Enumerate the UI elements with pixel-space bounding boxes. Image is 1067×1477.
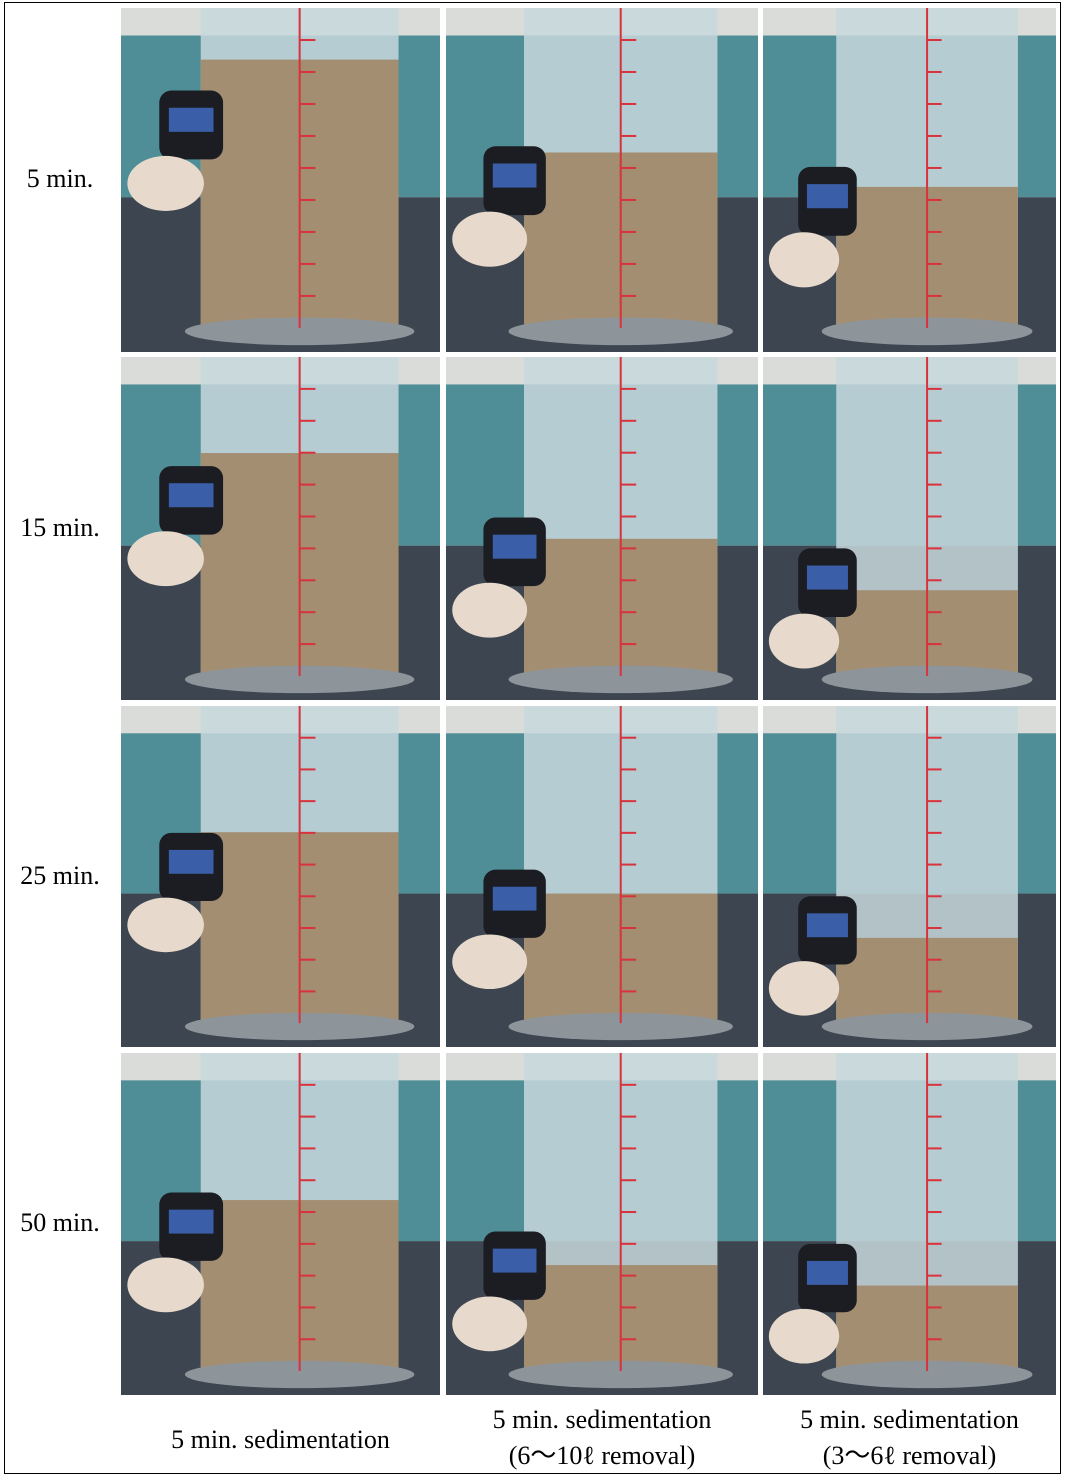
- stopwatch-screen: [807, 566, 848, 590]
- stopwatch-screen: [169, 850, 214, 874]
- stopwatch-screen: [169, 483, 214, 507]
- row-label: 50 min.: [0, 1208, 120, 1238]
- column-label-line: (6～10ℓ removal): [446, 1438, 758, 1474]
- photo: [763, 8, 1056, 352]
- column-label-line: (3～6ℓ removal): [763, 1438, 1056, 1474]
- stopwatch-screen: [493, 535, 537, 559]
- hand: [452, 934, 527, 989]
- column-label-line: 5 min. sedimentation: [446, 1402, 758, 1438]
- hand: [769, 614, 839, 669]
- stopwatch-screen: [807, 1261, 848, 1285]
- hand: [127, 531, 204, 586]
- row-label: 25 min.: [0, 861, 120, 891]
- hand: [452, 1297, 527, 1352]
- hand: [769, 232, 839, 287]
- photo: [446, 8, 758, 352]
- photo: [121, 1053, 440, 1395]
- hand: [452, 212, 527, 267]
- photo: [763, 1053, 1056, 1395]
- row-label: 5 min.: [0, 164, 120, 194]
- column-label-line: 5 min. sedimentation: [763, 1402, 1056, 1438]
- hand: [452, 583, 527, 638]
- stopwatch-screen: [493, 1249, 537, 1273]
- photo: [446, 1053, 758, 1395]
- photo: [121, 706, 440, 1047]
- stopwatch-screen: [493, 163, 537, 187]
- stopwatch-screen: [169, 108, 214, 132]
- photo: [763, 706, 1056, 1047]
- column-label: 5 min. sedimentation(3～6ℓ removal): [763, 1402, 1056, 1474]
- photo: [763, 357, 1056, 700]
- hand: [127, 156, 204, 211]
- hand: [769, 1309, 839, 1364]
- hand: [769, 961, 839, 1016]
- stopwatch-screen: [169, 1210, 214, 1234]
- row-label: 15 min.: [0, 513, 120, 543]
- photo: [446, 357, 758, 700]
- photo: [121, 8, 440, 352]
- hand: [127, 1258, 204, 1313]
- column-label-line: 5 min. sedimentation: [121, 1422, 440, 1458]
- column-label: 5 min. sedimentation: [121, 1422, 440, 1458]
- photo: [446, 706, 758, 1047]
- photo: [121, 357, 440, 700]
- hand: [127, 898, 204, 953]
- column-label: 5 min. sedimentation(6～10ℓ removal): [446, 1402, 758, 1474]
- stopwatch-screen: [807, 913, 848, 937]
- stopwatch-screen: [807, 184, 848, 208]
- stopwatch-screen: [493, 887, 537, 911]
